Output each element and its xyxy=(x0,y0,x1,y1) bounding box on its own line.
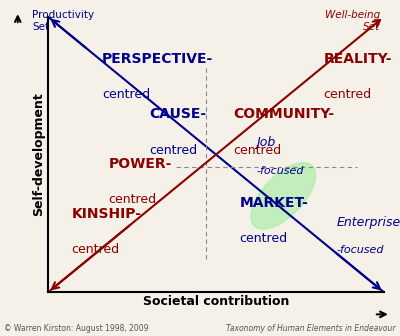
Text: -focused: -focused xyxy=(337,246,384,255)
Text: POWER-: POWER- xyxy=(108,157,172,171)
X-axis label: Societal contribution: Societal contribution xyxy=(143,295,289,308)
Text: COMMUNITY-: COMMUNITY- xyxy=(233,108,334,122)
Text: centred: centred xyxy=(324,88,372,101)
Text: PERSPECTIVE-: PERSPECTIVE- xyxy=(102,52,213,67)
Text: centred: centred xyxy=(233,143,281,157)
Text: Well-being
Set: Well-being Set xyxy=(325,10,380,32)
Text: Taxonomy of Human Elements in Endeavour: Taxonomy of Human Elements in Endeavour xyxy=(226,324,396,333)
Text: REALITY-: REALITY- xyxy=(324,52,392,67)
Text: © Warren Kirston: August 1998, 2009: © Warren Kirston: August 1998, 2009 xyxy=(4,324,148,333)
Text: Productivity
Set: Productivity Set xyxy=(32,10,94,32)
Text: centred: centred xyxy=(240,232,288,245)
Text: MARKET-: MARKET- xyxy=(240,196,308,210)
Text: Job: Job xyxy=(256,136,276,149)
Text: -focused: -focused xyxy=(256,166,304,176)
Text: KINSHIP-: KINSHIP- xyxy=(72,207,142,221)
Y-axis label: Self-development: Self-development xyxy=(32,93,45,216)
Text: CAUSE-: CAUSE- xyxy=(149,108,206,122)
Text: centred: centred xyxy=(149,143,197,157)
Ellipse shape xyxy=(251,163,316,229)
Text: centred: centred xyxy=(102,88,150,101)
Text: centred: centred xyxy=(108,193,157,206)
Text: centred: centred xyxy=(72,243,120,256)
Text: Enterprise: Enterprise xyxy=(337,216,400,229)
